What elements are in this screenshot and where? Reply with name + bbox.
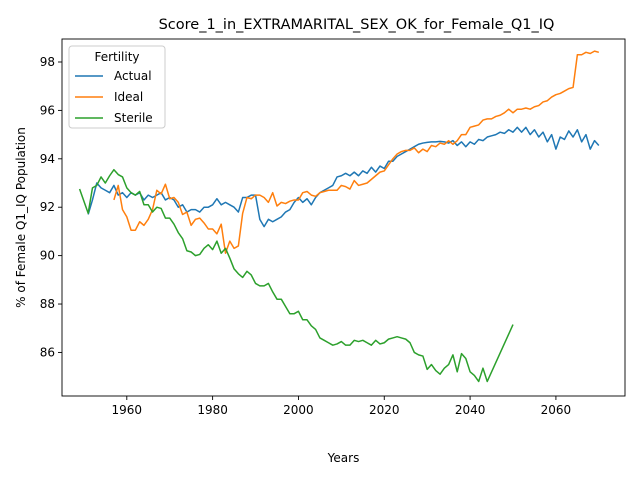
- x-tick-label: 2000: [283, 403, 314, 417]
- legend: Fertility Actual Ideal Sterile: [68, 45, 166, 129]
- y-tick-label: 86: [40, 345, 55, 359]
- series-lines: [78, 50, 600, 383]
- series-line-actual: [87, 126, 600, 228]
- x-tick-label: 2060: [541, 403, 572, 417]
- series-line-ideal: [113, 50, 600, 254]
- legend-label-ideal: Ideal: [114, 90, 143, 104]
- y-tick-label: 94: [40, 152, 55, 166]
- y-tick-label: 96: [40, 103, 55, 117]
- legend-label-sterile: Sterile: [114, 111, 153, 125]
- y-tick-label: 98: [40, 55, 55, 69]
- chart-title: Score_1_in_EXTRAMARITAL_SEX_OK_for_Femal…: [159, 17, 555, 33]
- plot-frame: [61, 38, 626, 397]
- x-axis-label: Years: [327, 451, 360, 465]
- legend-label-actual: Actual: [114, 69, 152, 83]
- series-line-sterile: [78, 168, 514, 383]
- y-tick-label: 92: [40, 200, 55, 214]
- y-axis: 86 88 90 92 94 96 98: [40, 55, 62, 359]
- x-tick-label: 1980: [197, 403, 228, 417]
- legend-box: [68, 45, 166, 129]
- legend-title: Fertility: [94, 50, 139, 64]
- x-axis: 1960 1980 2000 2020 2040 2060: [112, 396, 572, 417]
- x-tick-label: 2040: [455, 403, 486, 417]
- x-tick-label: 1960: [112, 403, 143, 417]
- x-tick-label: 2020: [369, 403, 400, 417]
- y-tick-label: 90: [40, 249, 55, 263]
- y-tick-label: 88: [40, 297, 55, 311]
- y-axis-label: % of Female Q1_IQ Population: [14, 127, 28, 308]
